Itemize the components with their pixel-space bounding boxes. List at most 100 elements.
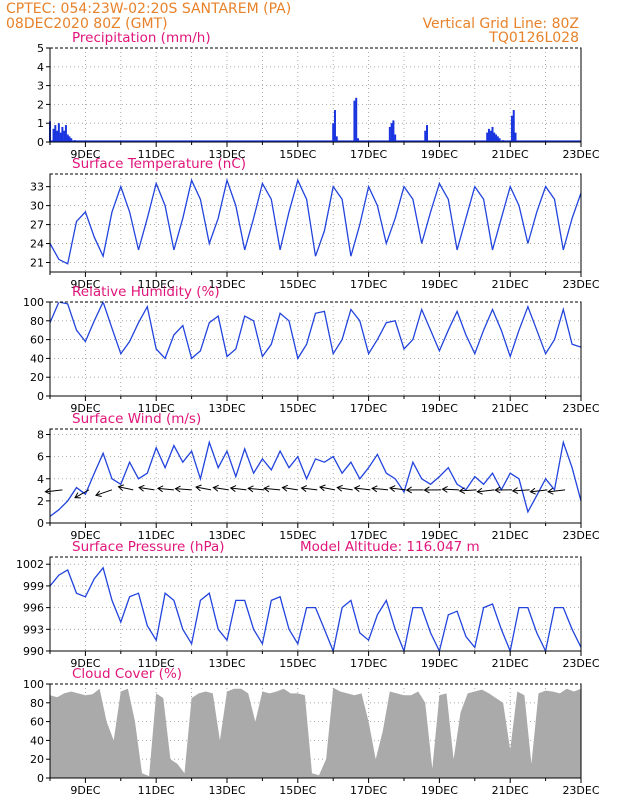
x-tick-label: 23DEC (562, 657, 599, 670)
x-tick-label: 13DEC (208, 148, 245, 161)
y-tick-label: 20 (30, 753, 44, 766)
precip-bar (66, 134, 69, 142)
x-tick-label: 17DEC (350, 278, 387, 291)
panel-4: Surface Pressure (hPa) Model Altitude: 11… (16, 539, 600, 670)
series-line (49, 300, 582, 361)
wind-vector-head (529, 487, 536, 495)
panel-annotation: Model Altitude: 116.047 m (300, 539, 480, 555)
x-tick-label: 23DEC (562, 529, 599, 542)
x-tick-label: 15DEC (279, 657, 316, 670)
precip-bar (424, 130, 427, 142)
wind-vector-head (476, 487, 483, 495)
y-tick-label: 80 (30, 315, 44, 328)
wind-vector (45, 489, 63, 493)
precip-bar (54, 125, 57, 142)
y-tick-label: 33 (30, 181, 44, 194)
x-tick-label: 11DEC (138, 278, 175, 291)
x-tick-label: 13DEC (208, 657, 245, 670)
precip-bar (489, 130, 492, 142)
wind-vector (264, 487, 281, 491)
wind-vector-head (229, 485, 237, 492)
wind-vector (372, 487, 389, 491)
x-tick-label: 21DEC (492, 657, 529, 670)
precip-bar (390, 123, 393, 142)
y-tick-label: 5 (37, 42, 44, 55)
wind-vector-head (117, 484, 125, 492)
x-tick-label: 9DEC (70, 657, 100, 670)
x-tick-label: 19DEC (421, 402, 458, 415)
wind-vector (512, 489, 530, 492)
y-tick-label: 21 (30, 257, 44, 270)
wind-vector-head (458, 487, 466, 495)
wind-vector-head (389, 485, 396, 492)
wind-vector-head (300, 485, 308, 492)
x-tick-label: 21DEC (492, 784, 529, 797)
x-tick-label: 17DEC (350, 657, 387, 670)
wind-vector (354, 487, 371, 491)
wind-vector-head (95, 490, 102, 498)
x-tick-label: 21DEC (492, 529, 529, 542)
wind-vector (157, 487, 174, 491)
wind-vector (459, 489, 477, 492)
precip-bar (59, 132, 62, 142)
y-tick-label: 1 (37, 117, 44, 130)
wind-vector-head (441, 485, 448, 493)
y-tick-label: 1002 (16, 558, 44, 571)
panel-5: Cloud Cover (%) 0 20 40 60 80 100 9DEC 11DEC 13DE… (23, 666, 600, 797)
y-tick-label: 2 (37, 98, 44, 111)
wind-vector (230, 487, 247, 491)
wind-vector (282, 487, 298, 491)
y-tick-label: 30 (30, 200, 44, 213)
wind-vector-head (319, 484, 326, 492)
x-tick-label: 13DEC (208, 529, 245, 542)
panel-frame (49, 173, 582, 273)
precip-bar (356, 138, 359, 142)
x-tick-label: 11DEC (138, 529, 175, 542)
precip-bar (486, 132, 489, 142)
precip-bar (510, 115, 513, 142)
precip-bar (332, 123, 335, 142)
wind-vector-head (195, 484, 202, 492)
precip-bar (335, 136, 338, 142)
wind-vector-head (74, 492, 81, 499)
wind-vector (301, 487, 318, 491)
x-tick-label: 21DEC (492, 402, 529, 415)
y-tick-label: 100 (23, 678, 44, 691)
series-line (49, 566, 582, 654)
precip-bar (355, 97, 358, 142)
x-tick-label: 23DEC (562, 148, 599, 161)
y-tick-label: 27 (30, 219, 44, 232)
wind-vector (74, 489, 90, 499)
y-tick-label: 990 (23, 645, 44, 658)
panel-title: Relative Humidity (%) (72, 284, 220, 300)
x-tick-label: 15DEC (279, 402, 316, 415)
header-grid-note: Vertical Grid Line: 80Z (423, 16, 579, 32)
panel-frame (49, 428, 582, 524)
y-tick-label: 0 (37, 517, 44, 530)
wind-vector-head (44, 487, 51, 495)
series-line (49, 439, 582, 517)
wind-vector-head (156, 485, 164, 493)
precip-bar (57, 123, 60, 142)
x-tick-label: 17DEC (350, 402, 387, 415)
y-tick-label: 0 (37, 390, 44, 403)
header-model: TQ0126L028 (488, 30, 579, 46)
precip-bar (493, 132, 496, 142)
wind-vector-head (281, 484, 288, 492)
x-tick-label: 23DEC (562, 402, 599, 415)
panel-title: Precipitation (mm/h) (72, 30, 211, 46)
x-tick-label: 17DEC (350, 529, 387, 542)
panel-frame (49, 301, 582, 397)
x-tick-label: 9DEC (70, 402, 100, 415)
x-tick-label: 11DEC (138, 402, 175, 415)
precip-bar (70, 138, 73, 142)
precip-bar (491, 126, 494, 142)
x-tick-label: 15DEC (279, 784, 316, 797)
precip-bar (496, 136, 499, 142)
x-tick-label: 19DEC (421, 529, 458, 542)
wind-vector-head (212, 484, 219, 492)
precip-bar (333, 110, 336, 142)
panel-frame (49, 47, 582, 143)
panel-title: Cloud Cover (%) (72, 666, 182, 682)
